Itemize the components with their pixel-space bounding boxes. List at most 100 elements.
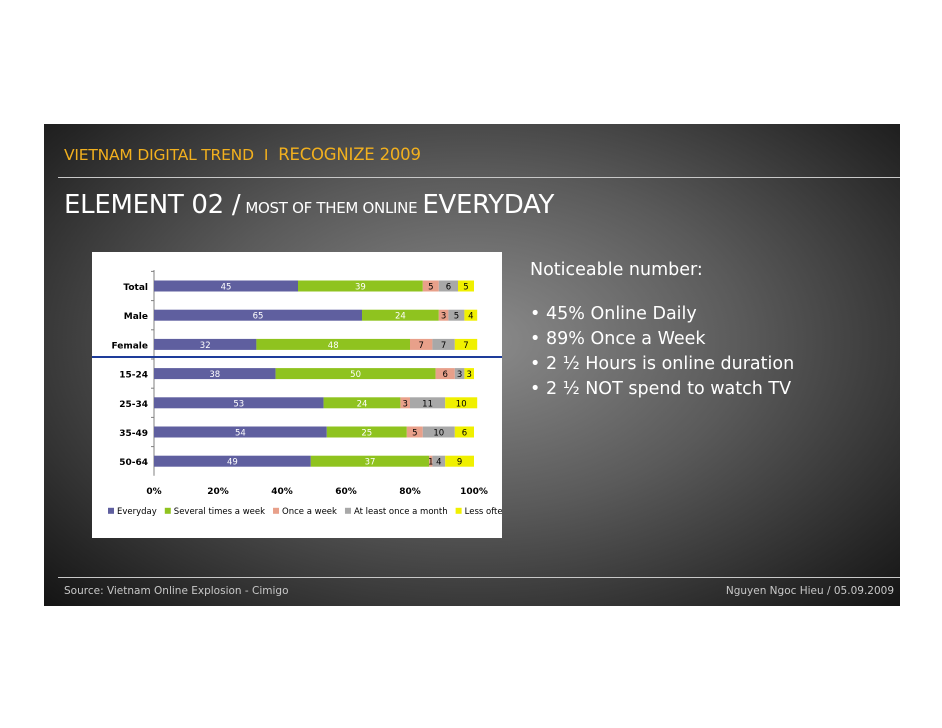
brand-separator: I xyxy=(263,146,269,164)
legend-label: Several times a week xyxy=(174,507,265,517)
bar-segment xyxy=(422,280,439,292)
brand-header: VIETNAM DIGITAL TREND I RECOGNIZE 2009 xyxy=(64,145,421,164)
bar-segment xyxy=(310,455,430,467)
legend-label: Once a week xyxy=(282,507,337,517)
x-tick-label: 80% xyxy=(399,487,421,497)
legend-swatch xyxy=(273,507,280,514)
bar-segment xyxy=(445,455,474,467)
category-label: 35-49 xyxy=(119,429,148,439)
bar-segment xyxy=(275,368,436,380)
bar-segment xyxy=(298,280,423,292)
data-label: 9 xyxy=(457,458,462,468)
note-text: 2 ½ Hours is online duration xyxy=(546,354,795,374)
data-label: 53 xyxy=(233,399,244,409)
data-label: 7 xyxy=(463,341,468,351)
bar-segment xyxy=(154,338,257,350)
source-note: Source: Vietnam Online Explosion - Cimig… xyxy=(64,585,289,597)
bar-segment xyxy=(438,280,458,292)
highlight-line xyxy=(92,356,502,358)
note-text: 45% Online Daily xyxy=(546,304,697,324)
category-label: 15-24 xyxy=(119,371,148,381)
data-label: 32 xyxy=(200,341,211,351)
bar-segment xyxy=(154,368,276,380)
legend-label: At least once a month xyxy=(354,507,448,517)
data-label: 3 xyxy=(402,399,407,409)
data-label: 50 xyxy=(350,370,361,380)
header-rule xyxy=(58,177,900,178)
notes-lead: Noticeable number: xyxy=(530,260,703,280)
note-item: • 89% Once a Week xyxy=(530,327,794,352)
x-tick-label: 0% xyxy=(146,487,161,497)
chart-panel: Total 45 39 5 6 5 Male 65 24 3 5 4 Female 32 48 7 7 7 15-2… xyxy=(92,252,502,538)
data-label: 24 xyxy=(357,399,368,409)
data-label: 37 xyxy=(365,458,376,468)
data-label: 38 xyxy=(209,370,220,380)
data-label: 3 xyxy=(441,312,446,322)
legend-swatch xyxy=(455,507,462,514)
category-label: Total xyxy=(123,283,148,293)
category-label: Female xyxy=(111,341,148,351)
slide: VIETNAM DIGITAL TREND I RECOGNIZE 2009 ELE… xyxy=(44,124,900,606)
bar-segment xyxy=(410,397,446,409)
category-label: Male xyxy=(124,312,148,322)
bar-segment xyxy=(154,397,324,409)
data-label: 39 xyxy=(355,283,366,293)
data-label: 5 xyxy=(463,283,468,293)
note-text: 89% Once a Week xyxy=(546,329,706,349)
bar-segment xyxy=(435,368,455,380)
bar-segment xyxy=(154,280,298,292)
bar-segment xyxy=(445,397,478,409)
data-label: 6 xyxy=(446,283,451,293)
bar-segment xyxy=(154,309,362,321)
data-label: 5 xyxy=(428,283,433,293)
data-label: 48 xyxy=(328,341,339,351)
data-label: 25 xyxy=(361,429,372,439)
data-label: 7 xyxy=(441,341,446,351)
bar-segment xyxy=(448,309,465,321)
bar-segment xyxy=(362,309,439,321)
note-item: • 2 ½ Hours is online duration xyxy=(530,352,794,377)
x-tick-label: 20% xyxy=(207,487,229,497)
bullet-dot: • xyxy=(530,304,541,324)
bar-segment xyxy=(422,426,455,438)
category-label: 50-64 xyxy=(119,458,148,468)
bar-segment xyxy=(464,368,474,380)
data-label: 10 xyxy=(456,399,467,409)
notes-panel: Noticeable number: • 45% Online Daily • 89… xyxy=(530,260,794,402)
bar-segment xyxy=(458,280,474,292)
data-label: 49 xyxy=(227,458,238,468)
x-tick-label: 60% xyxy=(335,487,357,497)
data-label: 1 xyxy=(428,458,433,468)
data-label: 5 xyxy=(412,429,417,439)
data-label: 3 xyxy=(466,370,471,380)
heading-emphasis: EVERYDAY xyxy=(422,190,555,220)
bar-segment xyxy=(432,338,455,350)
bar-segment xyxy=(432,455,446,467)
bar-segment xyxy=(400,397,410,409)
slide-heading: ELEMENT 02 / MOST OF THEM ONLINE EVERYDA… xyxy=(64,190,554,220)
data-label: 7 xyxy=(418,341,423,351)
data-label: 4 xyxy=(436,458,441,468)
note-item: • 45% Online Daily xyxy=(530,302,794,327)
legend-label: Less often xyxy=(465,507,502,517)
bar-segment xyxy=(323,397,401,409)
heading-phrase: MOST OF THEM ONLINE xyxy=(245,199,418,217)
bar-segment xyxy=(154,455,311,467)
heading-element: ELEMENT 02 / xyxy=(64,190,241,220)
data-label: 3 xyxy=(457,370,462,380)
data-label: 54 xyxy=(235,429,246,439)
legend-swatch xyxy=(344,507,351,514)
note-item: • 2 ½ NOT spend to watch TV xyxy=(530,377,794,402)
x-tick-label: 40% xyxy=(271,487,293,497)
data-label: 65 xyxy=(253,312,264,322)
footer-rule xyxy=(58,577,900,578)
category-label: 25-34 xyxy=(119,400,148,410)
bar-segment xyxy=(256,338,410,350)
legend-swatch xyxy=(108,507,114,514)
bullet-dot: • xyxy=(530,354,541,374)
bar-segment xyxy=(154,426,327,438)
bar-segment xyxy=(454,368,465,380)
note-text: 2 ½ NOT spend to watch TV xyxy=(546,379,792,399)
bar-segment xyxy=(410,338,433,350)
